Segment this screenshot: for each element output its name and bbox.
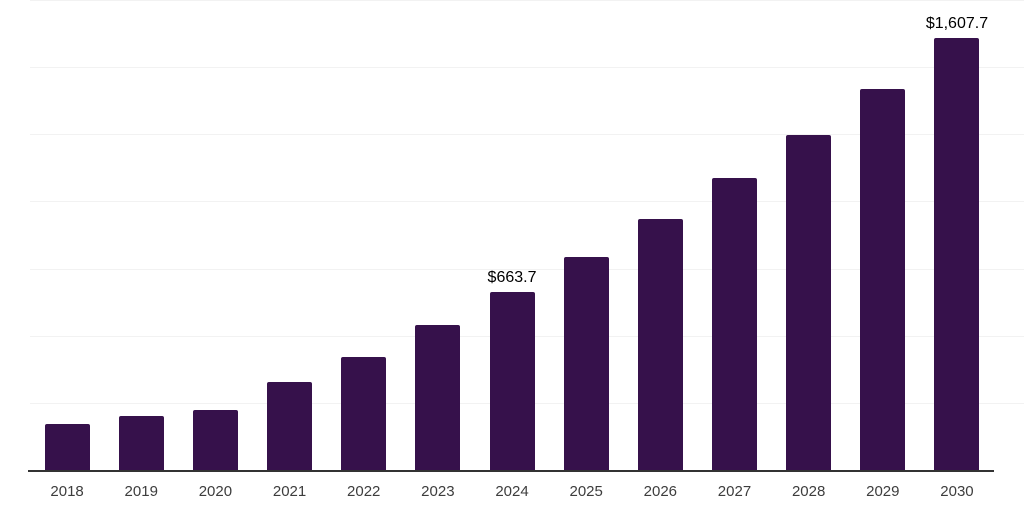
bar-2024 <box>489 291 535 470</box>
bar-slot-2019 <box>104 0 178 470</box>
bar-slot-2018 <box>30 0 104 470</box>
bar-2022 <box>341 356 387 470</box>
bar-2028 <box>786 135 832 470</box>
bar-2023 <box>415 325 461 470</box>
bar-slot-2030: $1,607.7 <box>920 0 994 470</box>
x-tick-label-2023: 2023 <box>421 483 455 500</box>
bar-2029 <box>860 88 906 470</box>
bar-2018 <box>44 424 90 470</box>
bar-slot-2020 <box>178 0 252 470</box>
bar-2019 <box>118 416 164 470</box>
x-tick-label-2024: 2024 <box>495 483 529 500</box>
bar-slot-2023 <box>401 0 475 470</box>
x-tick-label-2030: 2030 <box>940 483 974 500</box>
x-tick-label-2020: 2020 <box>198 483 233 500</box>
bar-slot-2028 <box>772 0 846 470</box>
bar-2020 <box>192 410 238 470</box>
x-tick-label-2025: 2025 <box>569 483 603 500</box>
x-tick-label-2022: 2022 <box>347 483 381 500</box>
x-axis-line <box>28 470 994 472</box>
data-label-2024: $663.7 <box>487 268 537 286</box>
bar-slot-2025 <box>549 0 623 470</box>
bar-slot-2029 <box>846 0 920 470</box>
gridline-1500 <box>30 67 1024 68</box>
bars: $663.7 $1,607.7 <box>30 0 994 470</box>
x-tick-label-2029: 2029 <box>866 483 900 500</box>
gridline-1750 <box>30 0 1024 1</box>
x-tick-label-2026: 2026 <box>643 483 678 500</box>
bar-2030 <box>934 38 980 470</box>
bar-2026 <box>637 218 683 470</box>
plot-area: $663.7 $1,607.7 <box>30 0 1024 470</box>
bar-slot-2022 <box>327 0 401 470</box>
data-label-2030: $1,607.7 <box>925 15 989 33</box>
bar-slot-2024: $663.7 <box>475 0 549 470</box>
gridline-1000 <box>30 201 1024 202</box>
x-axis-labels: 2018 2019 2020 2021 2022 2023 2024 2025 2026 2027… <box>30 483 994 500</box>
x-tick-label-2018: 2018 <box>50 483 84 500</box>
x-tick-label-2028: 2028 <box>791 483 826 500</box>
gridline-1250 <box>30 134 1024 135</box>
x-tick-label-2021: 2021 <box>272 483 307 500</box>
x-tick-label-2027: 2027 <box>717 483 752 500</box>
bar-slot-2027 <box>697 0 771 470</box>
x-tick-label-2019: 2019 <box>124 483 158 500</box>
bar-slot-2021 <box>252 0 326 470</box>
bar-2027 <box>711 178 757 470</box>
gridline-750 <box>30 269 1024 270</box>
bar-2025 <box>563 257 609 470</box>
bar-2021 <box>267 381 313 470</box>
bar-slot-2026 <box>623 0 697 470</box>
